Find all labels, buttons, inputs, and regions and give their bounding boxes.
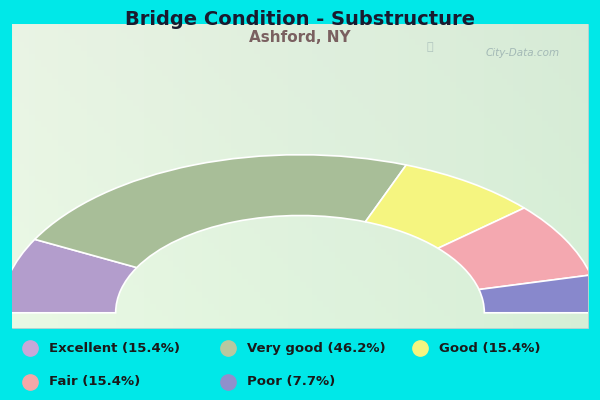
FancyBboxPatch shape — [12, 24, 588, 328]
Text: Ashford, NY: Ashford, NY — [249, 30, 351, 45]
Text: Bridge Condition - Substructure: Bridge Condition - Substructure — [125, 10, 475, 29]
Wedge shape — [1, 239, 137, 313]
Wedge shape — [438, 208, 591, 290]
Text: Poor (7.7%): Poor (7.7%) — [247, 376, 335, 388]
Text: Good (15.4%): Good (15.4%) — [439, 342, 541, 355]
Text: Very good (46.2%): Very good (46.2%) — [247, 342, 386, 355]
Text: City-Data.com: City-Data.com — [485, 48, 559, 58]
Text: ⦾: ⦾ — [427, 42, 433, 52]
Wedge shape — [365, 165, 524, 248]
Text: Fair (15.4%): Fair (15.4%) — [49, 376, 140, 388]
Text: Excellent (15.4%): Excellent (15.4%) — [49, 342, 180, 355]
Wedge shape — [35, 155, 406, 268]
Wedge shape — [479, 275, 599, 313]
